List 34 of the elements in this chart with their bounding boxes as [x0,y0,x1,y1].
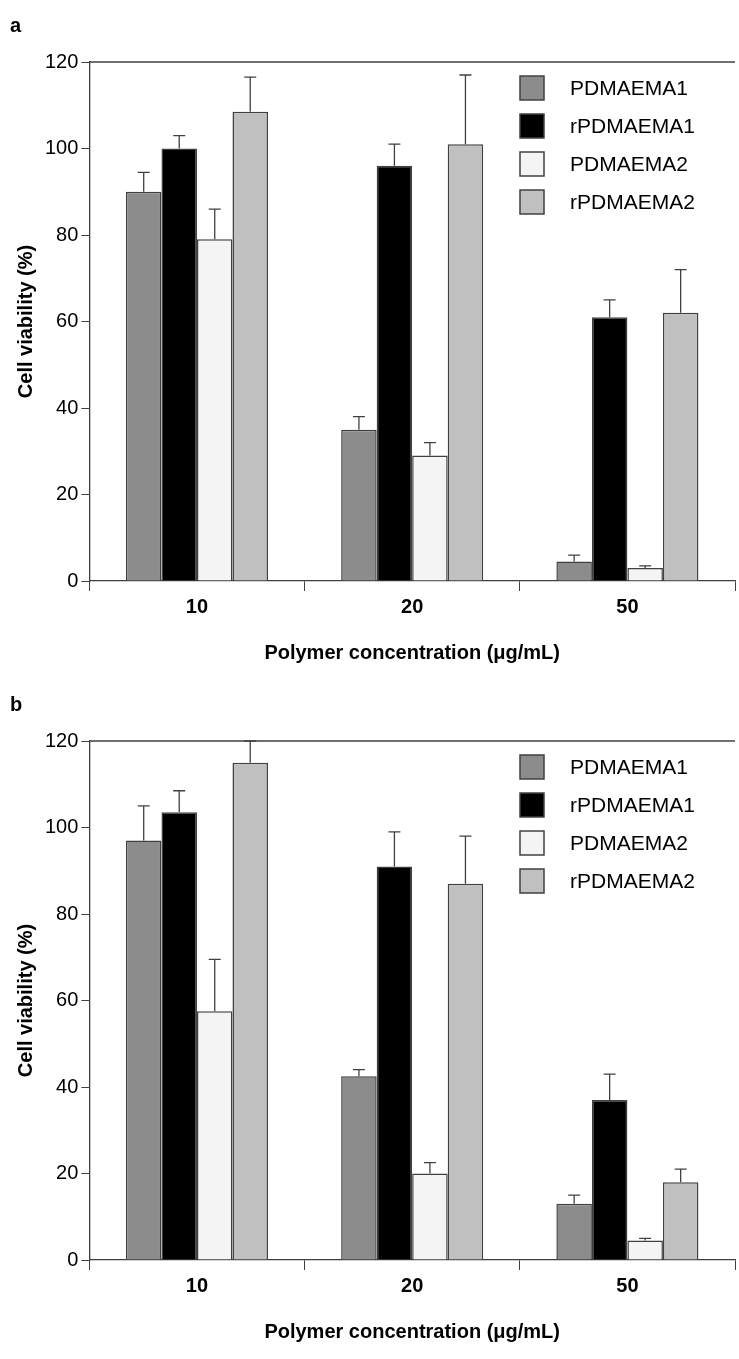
legend-label: PDMAEMA1 [570,754,688,778]
y-axis-title: Cell viability (%) [13,923,36,1078]
x-tick-label: 20 [401,594,424,617]
legend-label: rPDMAEMA2 [570,868,695,892]
legend-label: rPDMAEMA1 [570,113,695,137]
y-tick-label: 20 [56,1161,79,1184]
y-tick-label: 120 [44,49,79,72]
x-tick-label: 10 [185,1273,209,1296]
y-tick-label: 80 [56,901,79,924]
y-tick-label: 40 [56,395,79,418]
x-axis-title: Polymer concentration (μg/mL) [264,1319,560,1342]
y-tick-label: 20 [56,482,79,505]
x-tick-label: 20 [401,1273,424,1296]
y-tick-label: 100 [44,815,79,838]
y-tick-label: 40 [56,1074,79,1097]
legend-label: PDMAEMA2 [570,830,688,854]
y-tick-label: 0 [67,568,79,591]
y-tick-label: 120 [44,728,79,751]
y-tick-label: 100 [44,136,79,159]
y-axis-title: Cell viability (%) [13,244,36,399]
legend-label: rPDMAEMA1 [570,792,695,816]
legend-label: PDMAEMA2 [570,151,688,175]
y-tick-label: 80 [56,222,79,245]
x-tick-label: 50 [616,1273,639,1296]
legend-label: rPDMAEMA2 [570,189,695,213]
x-tick-label: 10 [185,594,209,617]
y-tick-label: 60 [56,988,79,1011]
x-axis-title: Polymer concentration (μg/mL) [264,640,560,663]
y-tick-label: 0 [67,1247,79,1270]
chart-title: b [10,692,23,715]
chart-title: a [10,13,22,36]
legend-label: PDMAEMA1 [570,75,688,99]
y-tick-label: 60 [56,309,79,332]
x-tick-label: 50 [616,594,639,617]
